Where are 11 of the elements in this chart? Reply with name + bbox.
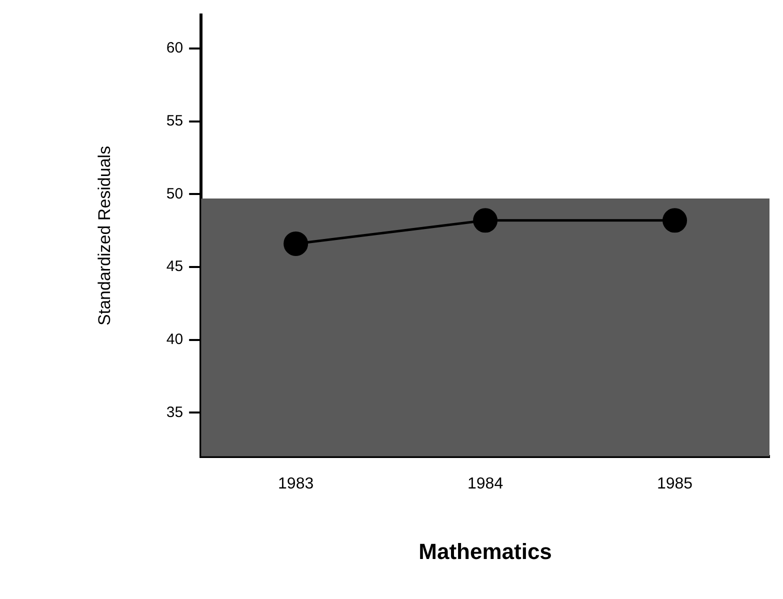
x-tick-label: 1984 (467, 475, 504, 492)
y-tick-label: 40 (166, 331, 184, 348)
y-tick-label: 45 (166, 258, 184, 276)
y-axis-title: Standardized Residuals (94, 146, 114, 326)
y-tick-label: 50 (166, 185, 184, 202)
y-tick-label: 55 (166, 112, 184, 130)
x-axis-title: Mathematics (418, 538, 552, 564)
x-tick-label: 1985 (656, 475, 693, 492)
y-tick-label: 60 (166, 40, 184, 57)
x-tick-label: 1983 (278, 475, 314, 492)
y-tick-label: 35 (166, 404, 184, 421)
